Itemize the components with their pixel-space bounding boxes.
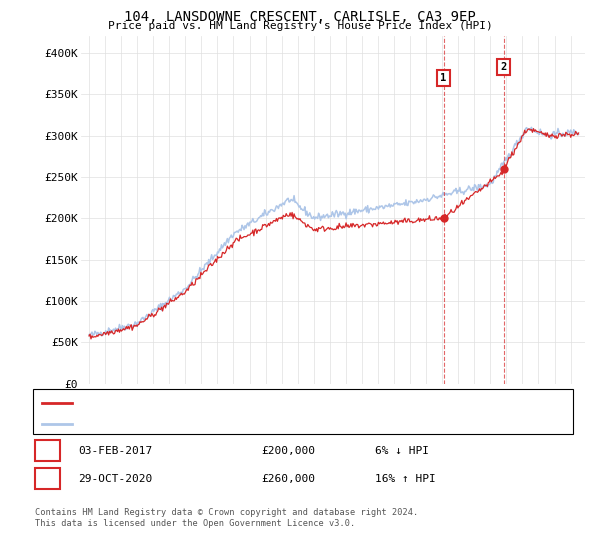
Text: HPI: Average price, detached house, Cumberland: HPI: Average price, detached house, Cumb… [78, 419, 348, 429]
Text: 104, LANSDOWNE CRESCENT, CARLISLE, CA3 9EP (detached house): 104, LANSDOWNE CRESCENT, CARLISLE, CA3 9… [78, 398, 425, 408]
Text: 6% ↓ HPI: 6% ↓ HPI [375, 446, 429, 456]
Text: 1: 1 [44, 444, 51, 458]
Text: 104, LANSDOWNE CRESCENT, CARLISLE, CA3 9EP: 104, LANSDOWNE CRESCENT, CARLISLE, CA3 9… [124, 10, 476, 24]
Text: £260,000: £260,000 [261, 474, 315, 484]
Text: 16% ↑ HPI: 16% ↑ HPI [375, 474, 436, 484]
Text: 2: 2 [500, 62, 507, 72]
Text: 2: 2 [44, 472, 51, 486]
Text: 29-OCT-2020: 29-OCT-2020 [78, 474, 152, 484]
Text: £200,000: £200,000 [261, 446, 315, 456]
Text: Contains HM Land Registry data © Crown copyright and database right 2024.
This d: Contains HM Land Registry data © Crown c… [35, 508, 418, 528]
Text: Price paid vs. HM Land Registry's House Price Index (HPI): Price paid vs. HM Land Registry's House … [107, 21, 493, 31]
Text: 1: 1 [440, 73, 447, 83]
Text: 03-FEB-2017: 03-FEB-2017 [78, 446, 152, 456]
